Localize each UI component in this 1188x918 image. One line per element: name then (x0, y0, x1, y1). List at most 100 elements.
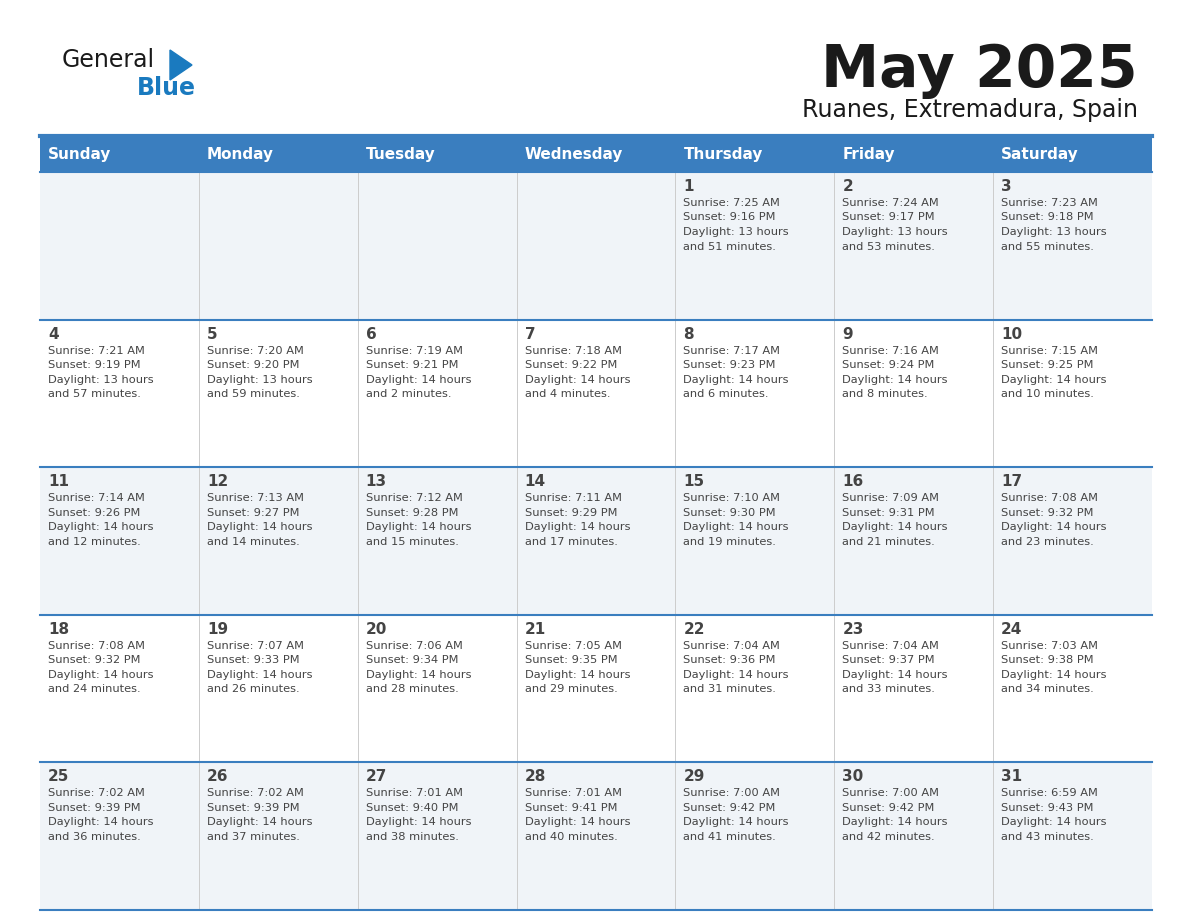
Text: Sunset: 9:33 PM: Sunset: 9:33 PM (207, 655, 299, 666)
Text: and 57 minutes.: and 57 minutes. (48, 389, 141, 399)
Text: Daylight: 14 hours: Daylight: 14 hours (1001, 670, 1107, 680)
Text: 3: 3 (1001, 179, 1012, 194)
Text: Daylight: 14 hours: Daylight: 14 hours (207, 522, 312, 532)
Text: Daylight: 13 hours: Daylight: 13 hours (683, 227, 789, 237)
Text: Sunrise: 7:01 AM: Sunrise: 7:01 AM (366, 789, 462, 799)
Bar (358, 138, 517, 172)
Text: and 23 minutes.: and 23 minutes. (1001, 537, 1094, 547)
Text: Sunset: 9:18 PM: Sunset: 9:18 PM (1001, 212, 1094, 222)
Bar (40, 763, 1152, 910)
Text: Blue: Blue (137, 76, 196, 100)
Text: Daylight: 14 hours: Daylight: 14 hours (683, 817, 789, 827)
Text: and 17 minutes.: and 17 minutes. (525, 537, 618, 547)
Text: 15: 15 (683, 475, 704, 489)
Text: Sunset: 9:39 PM: Sunset: 9:39 PM (48, 803, 140, 813)
Text: Daylight: 14 hours: Daylight: 14 hours (1001, 375, 1107, 385)
Text: and 4 minutes.: and 4 minutes. (525, 389, 611, 399)
Text: Daylight: 14 hours: Daylight: 14 hours (842, 670, 948, 680)
Text: Sunset: 9:38 PM: Sunset: 9:38 PM (1001, 655, 1094, 666)
Text: Sunrise: 7:08 AM: Sunrise: 7:08 AM (1001, 493, 1098, 503)
Text: Sunset: 9:42 PM: Sunset: 9:42 PM (683, 803, 776, 813)
Text: and 24 minutes.: and 24 minutes. (48, 684, 140, 694)
Text: Sunrise: 7:01 AM: Sunrise: 7:01 AM (525, 789, 621, 799)
Text: and 55 minutes.: and 55 minutes. (1001, 241, 1094, 252)
Text: 30: 30 (842, 769, 864, 784)
Text: and 8 minutes.: and 8 minutes. (842, 389, 928, 399)
Text: Daylight: 14 hours: Daylight: 14 hours (366, 375, 472, 385)
Text: Daylight: 14 hours: Daylight: 14 hours (366, 817, 472, 827)
Text: Sunrise: 7:05 AM: Sunrise: 7:05 AM (525, 641, 621, 651)
Text: Daylight: 14 hours: Daylight: 14 hours (1001, 817, 1107, 827)
Bar (834, 138, 993, 172)
Text: and 42 minutes.: and 42 minutes. (842, 832, 935, 842)
Text: Sunrise: 7:08 AM: Sunrise: 7:08 AM (48, 641, 145, 651)
Text: Monday: Monday (207, 148, 274, 162)
Text: Sunday: Sunday (48, 148, 112, 162)
Text: Sunset: 9:25 PM: Sunset: 9:25 PM (1001, 360, 1094, 370)
Text: Sunset: 9:41 PM: Sunset: 9:41 PM (525, 803, 617, 813)
Text: Daylight: 13 hours: Daylight: 13 hours (842, 227, 948, 237)
Text: 5: 5 (207, 327, 217, 341)
Bar (676, 138, 834, 172)
Text: 9: 9 (842, 327, 853, 341)
Text: 25: 25 (48, 769, 69, 784)
Text: Sunrise: 7:25 AM: Sunrise: 7:25 AM (683, 198, 781, 208)
Text: and 26 minutes.: and 26 minutes. (207, 684, 299, 694)
Text: 6: 6 (366, 327, 377, 341)
Text: Daylight: 14 hours: Daylight: 14 hours (48, 817, 153, 827)
Text: 4: 4 (48, 327, 58, 341)
Text: Sunrise: 7:23 AM: Sunrise: 7:23 AM (1001, 198, 1098, 208)
Text: May 2025: May 2025 (821, 42, 1138, 99)
Text: Daylight: 14 hours: Daylight: 14 hours (842, 375, 948, 385)
Text: Ruanes, Extremadura, Spain: Ruanes, Extremadura, Spain (802, 98, 1138, 122)
Text: General: General (62, 48, 156, 72)
Text: Saturday: Saturday (1001, 148, 1079, 162)
Text: Sunset: 9:31 PM: Sunset: 9:31 PM (842, 508, 935, 518)
Text: and 41 minutes.: and 41 minutes. (683, 832, 776, 842)
Text: Daylight: 14 hours: Daylight: 14 hours (842, 522, 948, 532)
Bar (993, 138, 1152, 172)
Text: Sunrise: 7:17 AM: Sunrise: 7:17 AM (683, 345, 781, 355)
Text: Sunrise: 7:02 AM: Sunrise: 7:02 AM (207, 789, 304, 799)
Bar (517, 138, 676, 172)
Text: Sunrise: 7:06 AM: Sunrise: 7:06 AM (366, 641, 462, 651)
Text: Sunset: 9:27 PM: Sunset: 9:27 PM (207, 508, 299, 518)
Text: Daylight: 13 hours: Daylight: 13 hours (207, 375, 312, 385)
Text: Sunrise: 7:00 AM: Sunrise: 7:00 AM (842, 789, 940, 799)
Text: and 14 minutes.: and 14 minutes. (207, 537, 299, 547)
Text: Sunset: 9:21 PM: Sunset: 9:21 PM (366, 360, 459, 370)
Text: Sunrise: 7:04 AM: Sunrise: 7:04 AM (683, 641, 781, 651)
Text: 8: 8 (683, 327, 694, 341)
Text: and 33 minutes.: and 33 minutes. (842, 684, 935, 694)
Text: 27: 27 (366, 769, 387, 784)
Text: and 10 minutes.: and 10 minutes. (1001, 389, 1094, 399)
Text: 23: 23 (842, 621, 864, 637)
Text: and 37 minutes.: and 37 minutes. (207, 832, 299, 842)
Bar (40, 615, 1152, 763)
Text: and 40 minutes.: and 40 minutes. (525, 832, 618, 842)
Text: Sunset: 9:24 PM: Sunset: 9:24 PM (842, 360, 935, 370)
Polygon shape (170, 50, 192, 80)
Text: Sunrise: 7:20 AM: Sunrise: 7:20 AM (207, 345, 304, 355)
Text: Daylight: 14 hours: Daylight: 14 hours (207, 670, 312, 680)
Text: Daylight: 14 hours: Daylight: 14 hours (683, 375, 789, 385)
Text: Daylight: 14 hours: Daylight: 14 hours (525, 375, 630, 385)
Text: Daylight: 14 hours: Daylight: 14 hours (1001, 522, 1107, 532)
Text: Sunset: 9:39 PM: Sunset: 9:39 PM (207, 803, 299, 813)
Text: 14: 14 (525, 475, 545, 489)
Text: and 6 minutes.: and 6 minutes. (683, 389, 769, 399)
Text: and 21 minutes.: and 21 minutes. (842, 537, 935, 547)
Text: Daylight: 14 hours: Daylight: 14 hours (48, 670, 153, 680)
Text: 13: 13 (366, 475, 387, 489)
Text: Sunset: 9:17 PM: Sunset: 9:17 PM (842, 212, 935, 222)
Text: Sunrise: 7:12 AM: Sunrise: 7:12 AM (366, 493, 462, 503)
Text: and 29 minutes.: and 29 minutes. (525, 684, 618, 694)
Text: Thursday: Thursday (683, 148, 763, 162)
Text: 28: 28 (525, 769, 546, 784)
Text: Daylight: 14 hours: Daylight: 14 hours (525, 522, 630, 532)
Text: Sunset: 9:32 PM: Sunset: 9:32 PM (48, 655, 140, 666)
Text: and 59 minutes.: and 59 minutes. (207, 389, 299, 399)
Text: Sunset: 9:16 PM: Sunset: 9:16 PM (683, 212, 776, 222)
Bar (40, 138, 198, 172)
Text: and 43 minutes.: and 43 minutes. (1001, 832, 1094, 842)
